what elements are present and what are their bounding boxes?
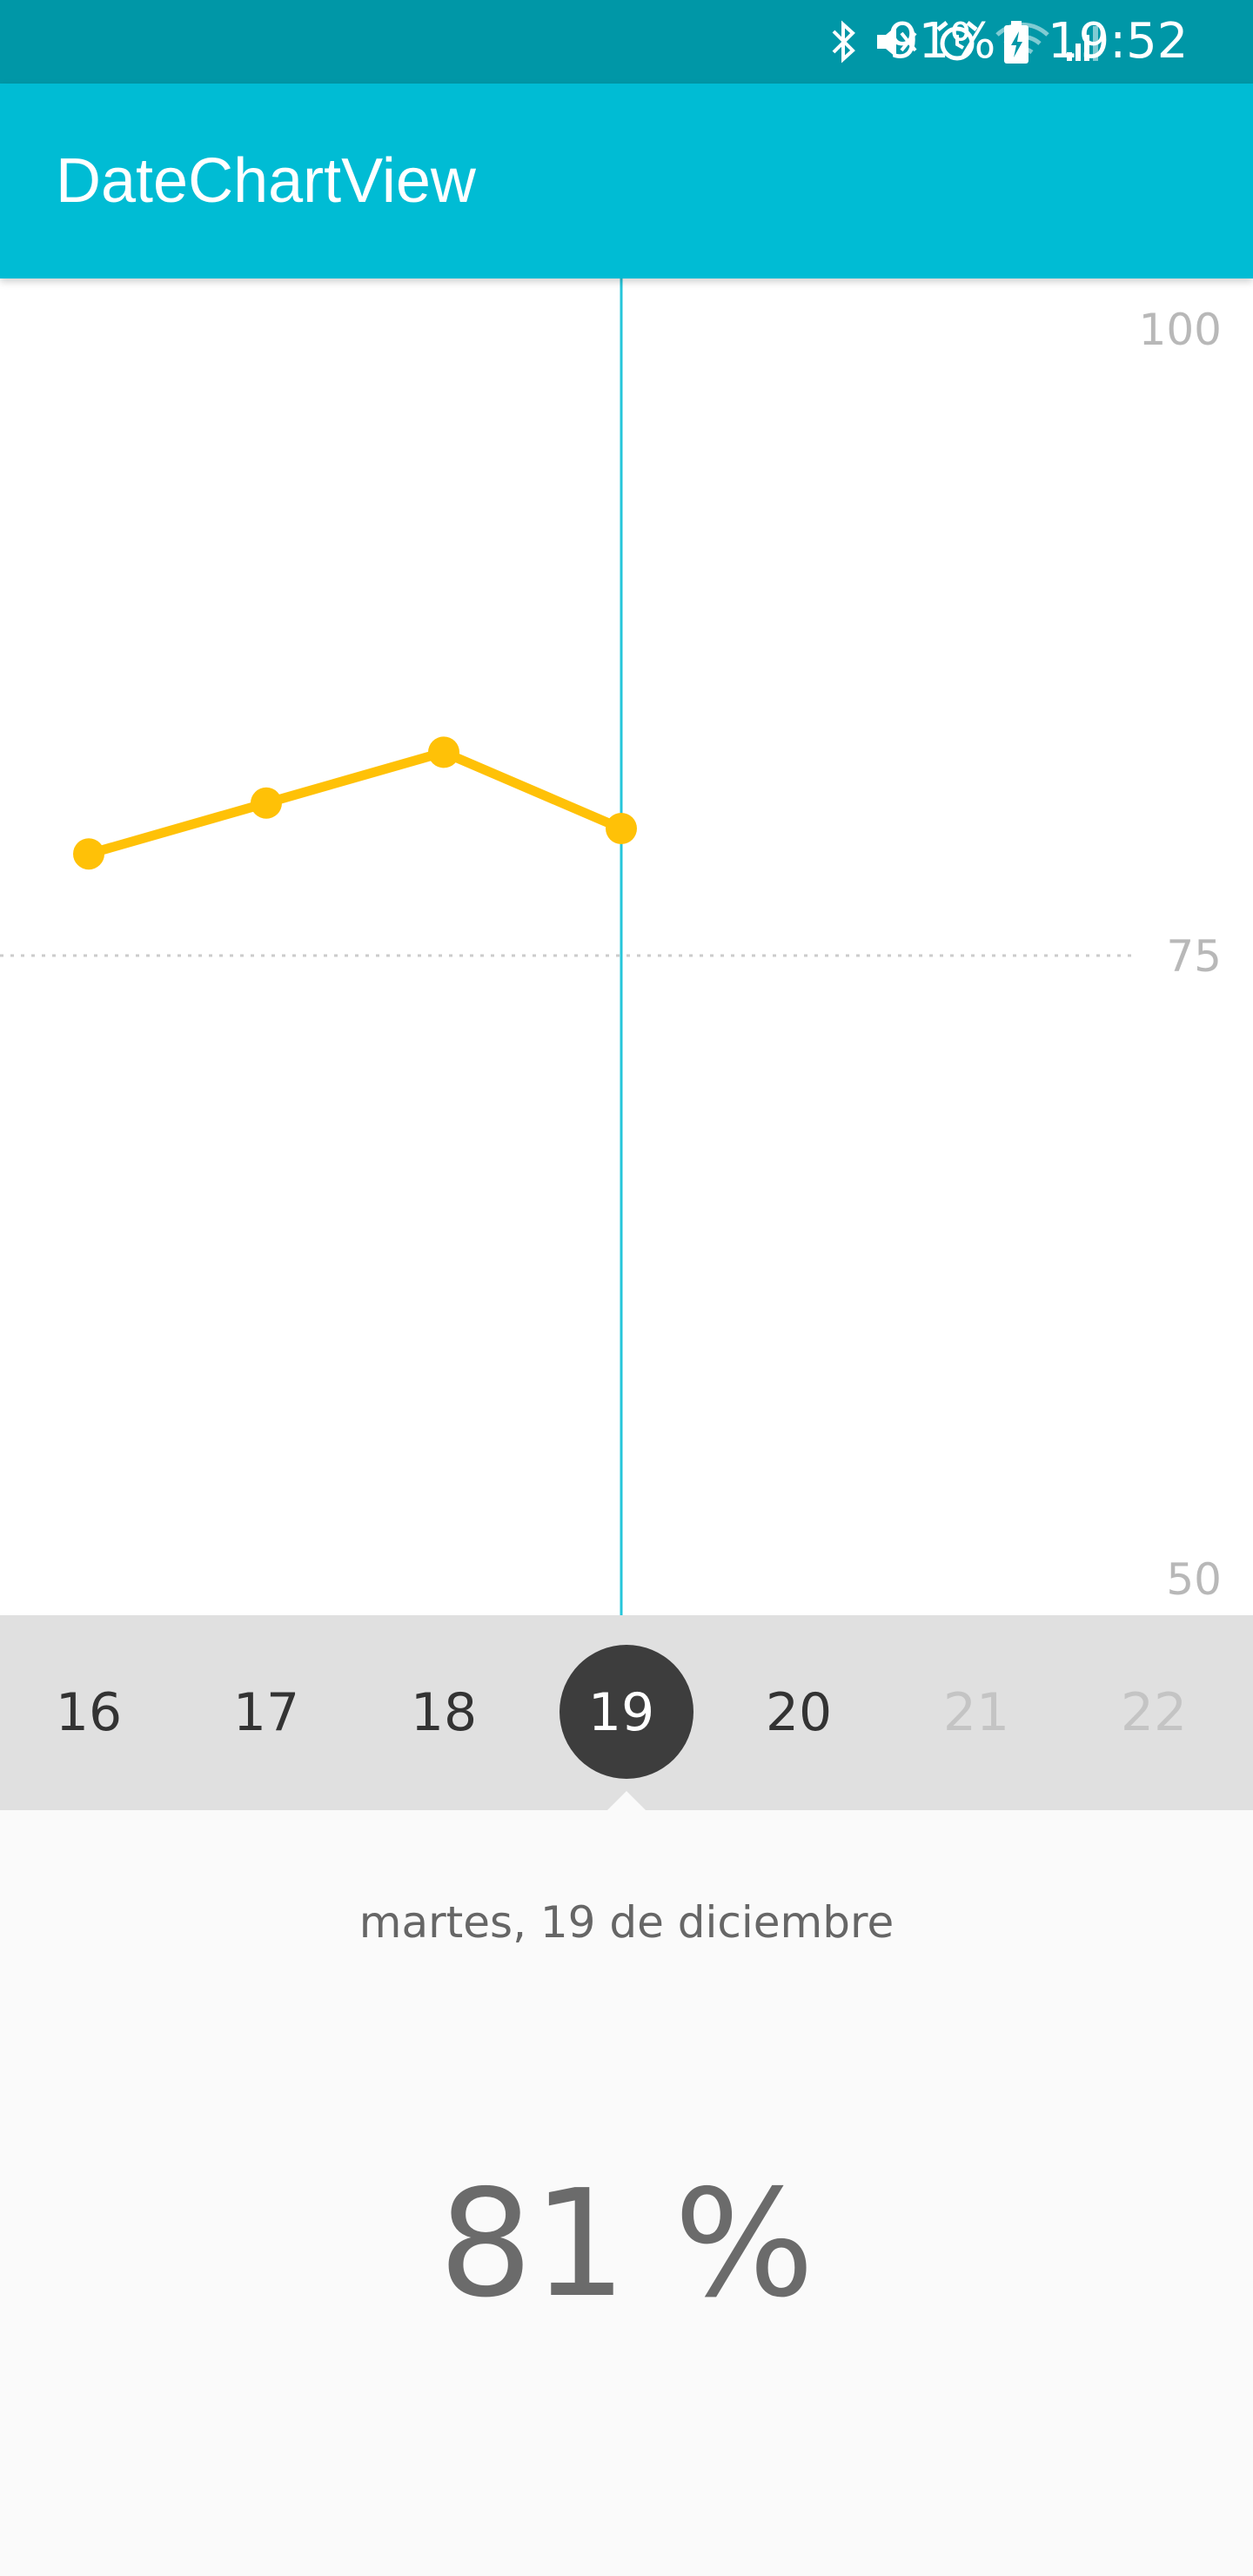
y-tick-label: 50 [1166, 1554, 1222, 1605]
battery-percentage: 91% [888, 13, 996, 70]
data-point-16 [73, 838, 104, 870]
day-16[interactable]: 16 [55, 1682, 123, 1743]
day-17[interactable]: 17 [232, 1682, 300, 1743]
data-point-19 [606, 813, 637, 844]
series-line [84, 747, 626, 859]
selection-pointer [607, 1791, 646, 1810]
app-title: DateChartView [56, 146, 476, 216]
chart-svg: 100 75 50 [0, 278, 1222, 1615]
data-point-17 [251, 787, 282, 819]
mute-icon [872, 19, 921, 64]
battery-charging-icon [1002, 21, 1030, 68]
status-bar: 91% 19:52 [0, 0, 1253, 84]
data-point-18 [428, 736, 459, 768]
y-tick-label: 100 [1139, 305, 1222, 355]
clock: 19:52 [1048, 13, 1189, 70]
selected-day-indicator [559, 1645, 694, 1779]
day-18[interactable]: 18 [410, 1682, 478, 1743]
signal-icon [1063, 19, 1105, 64]
y-tick-label: 75 [1166, 931, 1222, 982]
bluetooth-icon [828, 19, 860, 64]
day-19[interactable]: 19 [587, 1682, 655, 1743]
detail-panel: martes, 19 de diciembre 81 % [0, 1810, 1253, 2576]
selected-value: 81 % [439, 2158, 814, 2331]
selected-date-label: martes, 19 de diciembre [358, 1897, 895, 1948]
day-21[interactable]: 21 [942, 1682, 1010, 1743]
alarm-icon [933, 19, 982, 64]
app-bar: DateChartView [0, 84, 1253, 278]
line-chart[interactable]: 100 75 50 [0, 278, 1253, 1615]
day-22[interactable]: 22 [1120, 1682, 1188, 1743]
day-20[interactable]: 20 [765, 1682, 833, 1743]
